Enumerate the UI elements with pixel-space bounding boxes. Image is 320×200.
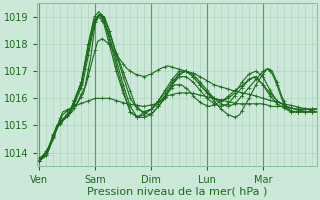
X-axis label: Pression niveau de la mer( hPa ): Pression niveau de la mer( hPa ) (87, 187, 267, 197)
